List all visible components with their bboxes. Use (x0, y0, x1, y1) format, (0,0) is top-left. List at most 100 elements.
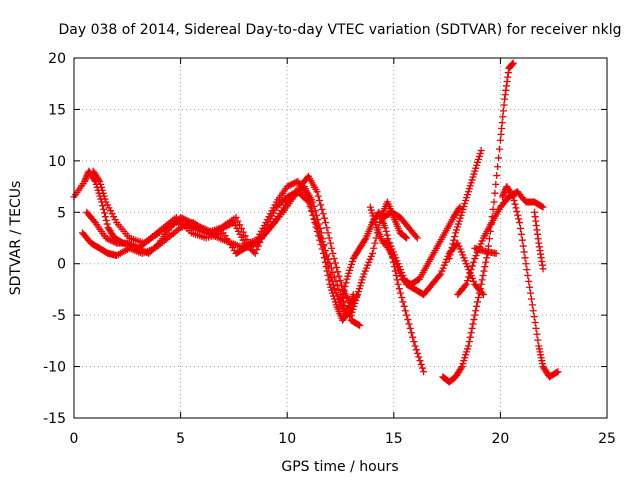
data-point (392, 271, 400, 279)
y-tick-label: 5 (57, 205, 66, 221)
data-point (324, 229, 332, 237)
data-point (409, 333, 417, 341)
series-track-4 (89, 167, 362, 309)
data-point (407, 329, 415, 337)
data-point (239, 228, 247, 236)
data-point (190, 220, 198, 228)
data-point (306, 202, 314, 210)
data-point (326, 239, 334, 247)
series-track-5 (337, 208, 428, 376)
data-point (514, 211, 522, 219)
data-point (311, 216, 319, 224)
data-point (498, 119, 506, 127)
data-point (319, 210, 327, 218)
data-point (494, 163, 502, 171)
data-point (154, 241, 162, 249)
data-point (329, 269, 337, 277)
data-point (102, 216, 110, 224)
data-point (314, 192, 322, 200)
data-point (356, 321, 364, 329)
data-point (519, 242, 527, 250)
data-point (528, 301, 536, 309)
data-point (489, 205, 497, 213)
data-point (395, 285, 403, 293)
data-point (523, 266, 531, 274)
data-point (383, 231, 391, 239)
data-point (368, 249, 376, 257)
data-point (450, 236, 458, 244)
data-point (328, 244, 336, 252)
data-point (417, 360, 425, 368)
data-point (512, 204, 520, 212)
data-point (177, 213, 185, 221)
data-point (332, 277, 340, 285)
data-point (470, 258, 478, 266)
data-point (397, 289, 405, 297)
data-point (455, 205, 463, 213)
data-point (491, 189, 499, 197)
data-point (520, 248, 528, 256)
y-tick-label: 0 (57, 257, 66, 273)
data-point (285, 182, 293, 190)
data-point (475, 289, 483, 297)
data-point (518, 236, 526, 244)
data-point (466, 269, 474, 277)
data-point (381, 224, 389, 232)
data-point (326, 260, 334, 268)
data-point (184, 217, 192, 225)
data-point (481, 263, 489, 271)
y-tick-label: -10 (43, 360, 66, 376)
data-point (471, 311, 479, 319)
data-point (529, 307, 537, 315)
data-point (361, 235, 369, 243)
data-point (521, 254, 529, 262)
data-point (447, 247, 455, 255)
x-tick-label: 20 (491, 431, 509, 447)
data-point (317, 201, 325, 209)
data-point (342, 279, 350, 287)
data-point (554, 368, 562, 376)
data-point (340, 286, 348, 294)
data-point (530, 313, 538, 321)
data-point (123, 239, 131, 247)
data-point (445, 255, 453, 263)
data-point (495, 154, 503, 162)
data-point (329, 281, 337, 289)
data-point (465, 338, 473, 346)
data-point (513, 208, 521, 216)
data-point (474, 298, 482, 306)
data-point (315, 229, 323, 237)
data-point (337, 281, 345, 289)
data-point (524, 271, 532, 279)
data-point (334, 268, 342, 276)
data-point (318, 238, 326, 246)
data-point (538, 202, 546, 210)
data-point (500, 101, 508, 109)
data-point (283, 183, 291, 191)
data-point (317, 233, 325, 241)
data-point (241, 232, 249, 240)
data-point (449, 240, 457, 248)
grid-layer (74, 58, 607, 418)
data-point (370, 244, 378, 252)
x-tick-label: 25 (598, 431, 616, 447)
data-point (338, 294, 346, 302)
data-point (330, 273, 338, 281)
data-point (100, 209, 108, 217)
data-point (472, 307, 480, 315)
data-point (470, 316, 478, 324)
data-point (410, 338, 418, 346)
data-point (400, 302, 408, 310)
data-point (305, 198, 313, 206)
data-point (135, 245, 143, 253)
data-point (382, 227, 390, 235)
data-point (320, 242, 328, 250)
data-point (532, 324, 540, 332)
data-point (329, 249, 337, 257)
data-point (495, 145, 503, 153)
x-tick-label: 15 (385, 431, 403, 447)
series-track-3 (83, 188, 364, 329)
data-point (474, 294, 482, 302)
data-point (476, 285, 484, 293)
data-point (404, 316, 412, 324)
